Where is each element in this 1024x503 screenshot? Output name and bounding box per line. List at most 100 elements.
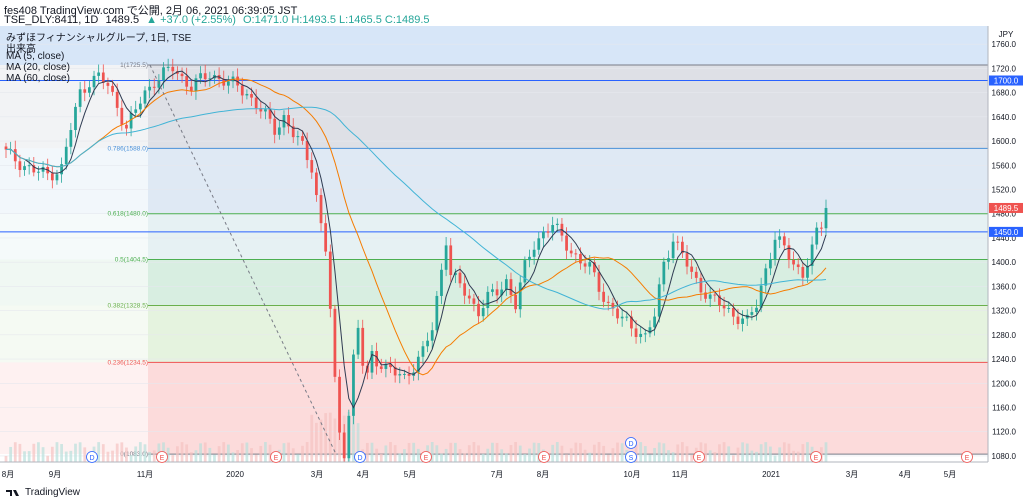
volume-bar xyxy=(741,442,744,462)
candle-body xyxy=(152,86,156,88)
event-marker-earnings[interactable] xyxy=(270,451,282,463)
event-marker-earnings[interactable] xyxy=(156,451,168,463)
candle-body xyxy=(611,302,615,309)
volume-bar xyxy=(64,451,68,462)
price-tick-label: 1640.0 xyxy=(992,113,1017,122)
event-marker-earnings[interactable] xyxy=(810,451,822,463)
candle-body xyxy=(542,231,545,239)
candle-body xyxy=(41,166,45,172)
volume-bar xyxy=(78,442,82,462)
candle-body xyxy=(773,239,777,260)
volume-bar xyxy=(704,443,707,462)
fib-band-0.5 xyxy=(148,259,988,306)
candle-body xyxy=(338,376,341,433)
candle-body xyxy=(518,282,522,310)
candle-body xyxy=(588,262,592,267)
price-tick-label: 1680.0 xyxy=(992,89,1017,98)
volume-bar xyxy=(458,449,462,462)
volume-bar xyxy=(597,442,601,462)
volume-bar xyxy=(384,445,388,462)
volume-bar xyxy=(639,442,643,462)
candle-body xyxy=(523,260,527,283)
candle-body xyxy=(277,127,281,135)
candle-body xyxy=(667,258,670,262)
candle-body xyxy=(630,316,633,329)
event-marker-label: E xyxy=(542,455,547,462)
candle-body xyxy=(421,346,425,357)
volume-bar xyxy=(301,445,304,462)
volume-bar xyxy=(801,444,805,462)
candle-body xyxy=(185,76,189,87)
tradingview-logo-text: TradingView xyxy=(25,487,81,498)
candle-body xyxy=(250,94,253,98)
ma20-line xyxy=(5,78,827,376)
candle-body xyxy=(111,85,114,92)
event-marker-dividend[interactable] xyxy=(354,451,366,463)
volume-bar xyxy=(403,449,406,462)
volume-bar xyxy=(444,448,448,462)
fib-band-left-0.618 xyxy=(0,213,148,260)
price-tick-label: 1520.0 xyxy=(992,186,1017,195)
candle-body xyxy=(430,330,434,341)
time-tick-label: 4月 xyxy=(357,470,369,479)
price-tick-label: 1120.0 xyxy=(992,428,1016,437)
event-marker-earnings[interactable] xyxy=(961,451,973,463)
event-marker-dividend[interactable] xyxy=(86,451,98,463)
event-marker-label: E xyxy=(424,455,429,462)
candle-body xyxy=(171,66,175,72)
candle-body xyxy=(268,109,272,119)
time-tick-label: 3月 xyxy=(846,470,858,479)
event-marker-earnings[interactable] xyxy=(538,451,550,463)
volume-bar xyxy=(13,442,17,462)
candle-body xyxy=(657,284,661,317)
event-marker-dividend[interactable] xyxy=(625,437,637,449)
candle-body xyxy=(315,172,318,196)
candle-body xyxy=(495,289,499,296)
candle-body xyxy=(324,223,328,252)
candle-body xyxy=(796,264,800,268)
candle-body xyxy=(106,82,110,86)
volume-bar xyxy=(778,447,782,462)
volume-bar xyxy=(657,442,661,462)
symbol-label: TSE_DLY:8411, 1D xyxy=(4,14,99,26)
candle-body xyxy=(333,308,337,377)
candle-body xyxy=(199,73,202,79)
time-tick-label: 5月 xyxy=(944,470,956,479)
event-marker-label: S xyxy=(629,455,634,462)
candle-body xyxy=(769,259,772,269)
currency-label: JPY xyxy=(999,30,1014,39)
candle-body xyxy=(83,89,87,93)
event-marker-label: E xyxy=(697,455,702,462)
candle-body xyxy=(328,251,332,309)
candle-body xyxy=(806,266,809,278)
volume-bar xyxy=(495,442,499,462)
event-marker-earnings[interactable] xyxy=(420,451,432,463)
fib-label-0.382: 0.382(1328.5) xyxy=(108,302,148,309)
volume-bar xyxy=(606,454,610,462)
fib-label-0.618: 0.618(1480.0) xyxy=(108,211,148,218)
volume-bar xyxy=(203,442,207,462)
candle-body xyxy=(551,225,555,233)
candle-body xyxy=(653,316,656,328)
event-marker-earnings[interactable] xyxy=(693,451,705,463)
hline-badge-text: 1450.0 xyxy=(994,228,1019,237)
price-tick-label: 1320.0 xyxy=(992,307,1017,316)
volume-bar xyxy=(491,442,494,462)
hline-badge-text: 1700.0 xyxy=(994,77,1019,86)
tradingview-logo[interactable]: TradingView xyxy=(6,487,80,498)
event-marker-split[interactable] xyxy=(625,451,637,463)
price-tick-label: 1400.0 xyxy=(992,258,1017,267)
candle-body xyxy=(472,298,476,304)
time-tick-label: 11月 xyxy=(137,470,153,479)
legend-ma20: MA (20, close) xyxy=(6,62,70,73)
candle-body xyxy=(694,271,698,278)
volume-bar xyxy=(125,447,128,462)
volume-bar xyxy=(23,451,26,462)
candle-body xyxy=(226,81,230,86)
candle-body xyxy=(379,366,383,369)
price-tick-label: 1080.0 xyxy=(992,452,1017,461)
fib-band-0.382 xyxy=(148,305,988,363)
candle-body xyxy=(722,305,726,309)
